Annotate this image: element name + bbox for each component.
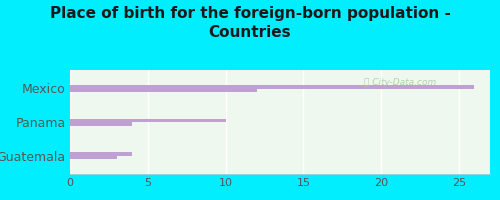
Bar [70, 85, 474, 89]
Bar [70, 119, 226, 122]
Text: Place of birth for the foreign-born population -
Countries: Place of birth for the foreign-born popu… [50, 6, 450, 40]
Text: ⓘ City-Data.com: ⓘ City-Data.com [364, 78, 436, 87]
Bar [70, 121, 132, 126]
Bar [70, 152, 132, 156]
Bar [70, 155, 116, 159]
Bar [70, 88, 256, 92]
